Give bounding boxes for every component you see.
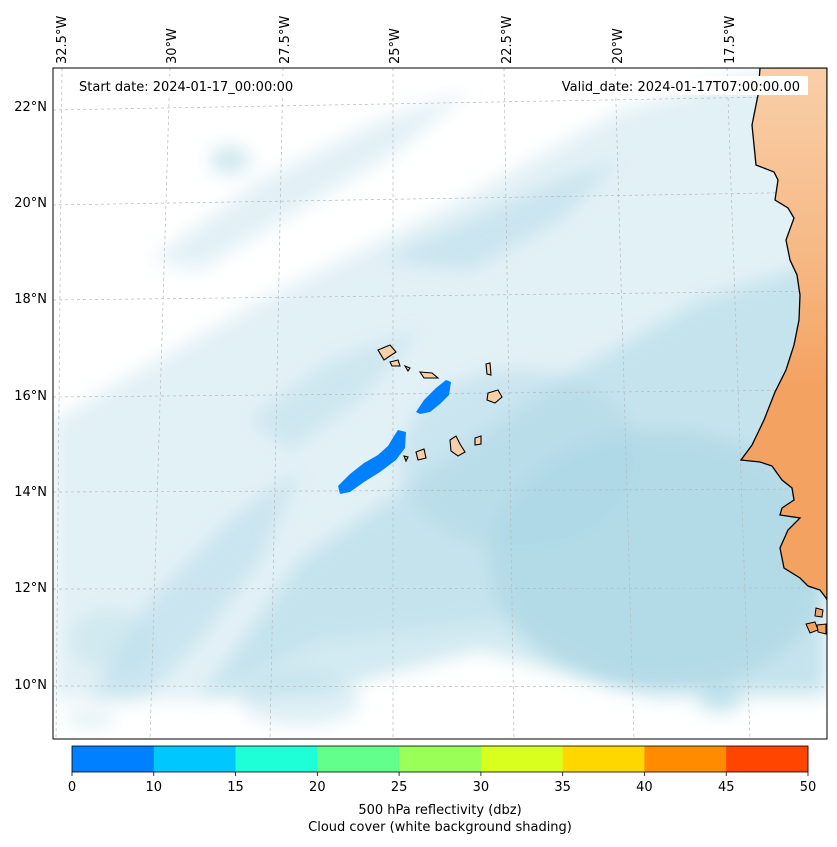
colorbar-tick-label: 35: [554, 780, 571, 795]
colorbar-tick-label: 15: [227, 780, 244, 795]
lat-label: 16°N: [14, 389, 47, 404]
colorbar-label: 500 hPa reflectivity (dbz): [358, 803, 521, 818]
start-date-label: Start date: 2024-01-17_00:00:00: [79, 80, 293, 95]
lat-label: 12°N: [14, 581, 47, 596]
colorbar-frame: [71, 745, 809, 773]
lon-label: 22.5°W: [500, 16, 515, 64]
lon-label: 20°W: [611, 28, 626, 64]
graticule: [53, 68, 827, 739]
longitude-labels: 32.5°W 30°W 27.5°W 25°W 22.5°W 20°W 17.5…: [55, 16, 738, 64]
guinea-islands: [805, 607, 827, 635]
colorbar-swatch: [399, 746, 482, 772]
colorbar-tick-label: 50: [800, 780, 817, 795]
lat-label: 18°N: [14, 292, 47, 307]
colorbar-swatch: [317, 746, 400, 772]
lat-label: 10°N: [14, 678, 47, 693]
colorbar-swatch: [72, 746, 155, 772]
lon-label: 25°W: [388, 28, 403, 64]
colorbar-swatches: [72, 746, 809, 772]
valid-date-label: Valid_date: 2024-01-17T07:00:00.00: [562, 80, 800, 95]
start-date-box: [72, 76, 334, 95]
colorbar-swatch: [153, 746, 237, 772]
colorbar-tick-label: 10: [146, 780, 163, 795]
colorbar-swatch: [480, 746, 564, 772]
map-frame: [52, 67, 828, 740]
colorbar-swatch: [562, 746, 645, 772]
colorbar-sublabel: Cloud cover (white background shading): [308, 820, 572, 835]
africa-coastline: [739, 68, 827, 601]
lon-label: 27.5°W: [278, 16, 293, 64]
map-panel[interactable]: Start date: 2024-01-17_00:00:00 Valid_da…: [52, 67, 830, 740]
colorbar-tick-label: 25: [391, 780, 408, 795]
colorbar-tick-label: 20: [309, 780, 326, 795]
lon-label: 30°W: [165, 28, 180, 64]
colorbar-tick-label: 40: [636, 780, 653, 795]
lat-label: 20°N: [14, 196, 47, 211]
latitude-labels: 22°N 20°N 18°N 16°N 14°N 12°N 10°N: [14, 100, 47, 693]
lon-label: 32.5°W: [55, 16, 70, 64]
colorbar-swatch: [235, 746, 318, 772]
colorbar: 0 10 15 20 25 30 35 40 45 50 500 hPa reflectivity…: [68, 745, 816, 835]
colorbar-ticks: 0 10 15 20 25 30 35 40 45 50: [68, 772, 816, 795]
reflectivity-echoes: [338, 380, 451, 494]
valid-date-box: [540, 76, 808, 95]
colorbar-tick-label: 0: [68, 780, 76, 795]
colorbar-swatch: [644, 746, 727, 772]
lat-label: 22°N: [14, 100, 47, 115]
colorbar-swatch: [726, 746, 809, 772]
colorbar-tick-label: 30: [473, 780, 490, 795]
lat-label: 14°N: [14, 485, 47, 500]
lon-label: 17.5°W: [723, 16, 738, 64]
colorbar-tick-label: 45: [718, 780, 735, 795]
cape-verde-islands: [377, 344, 503, 463]
